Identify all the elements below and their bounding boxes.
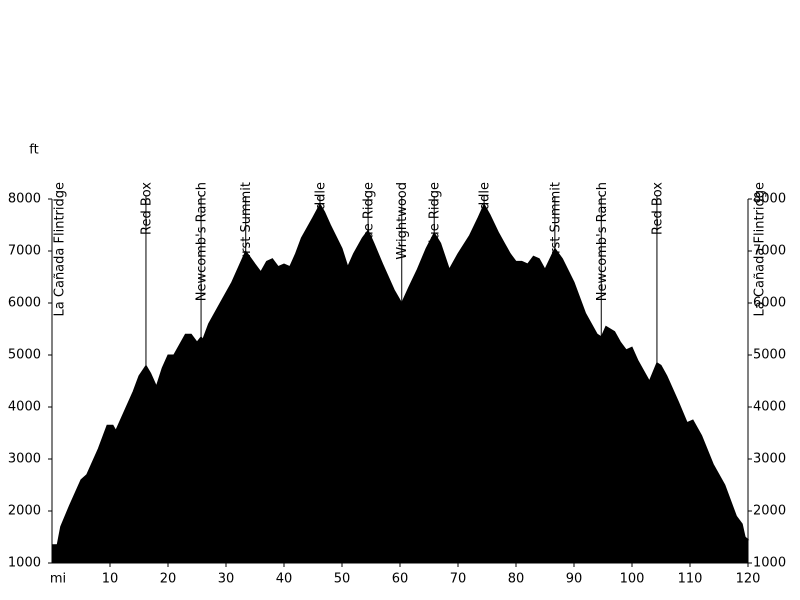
x-tick-label: 120	[736, 572, 761, 587]
landmark-label: Red Box	[139, 182, 154, 235]
landmark-label: La Cañada Flintridge	[753, 182, 768, 316]
x-tick-label: 60	[392, 572, 409, 587]
x-tick-label: 40	[276, 572, 293, 587]
landmark-label: Dawson Saddle	[313, 182, 328, 282]
landmark-label: Cloud Burst Summit	[239, 182, 254, 312]
landmark-label: Blue Ridge	[362, 182, 377, 252]
elevation-area	[51, 203, 750, 546]
landmark-label: Newcomb's Ranch	[195, 182, 210, 301]
y2-tick-label: 6000	[753, 296, 786, 311]
y-tick-label: 8000	[8, 192, 41, 207]
y-tick-label: 5000	[8, 348, 41, 363]
x-tick-label: 30	[218, 572, 235, 587]
y-axis-label: ft	[29, 143, 38, 158]
y-tick-label: 4000	[8, 400, 41, 415]
y2-tick-label: 1000	[753, 556, 786, 571]
y2-tick-label: 2000	[753, 504, 786, 519]
x-tick-label: 20	[160, 572, 177, 587]
y2-tick-label: 3000	[753, 452, 786, 467]
y-tick-label: 2000	[8, 504, 41, 519]
x-tick-label: 110	[678, 572, 703, 587]
landmark-label: Red Box	[650, 182, 665, 235]
landmark-label: Dawson Saddle	[478, 182, 493, 282]
y2-tick-label: 5000	[753, 348, 786, 363]
x-tick-label: 80	[508, 572, 525, 587]
y2-tick-label: 4000	[753, 400, 786, 415]
y2-tick-label: 8000	[753, 192, 786, 207]
x-tick-label: 50	[334, 572, 351, 587]
x-axis-label: mi	[50, 572, 66, 587]
y-tick-label: 1000	[8, 556, 41, 571]
landmark-label: Blue Ridge	[428, 182, 443, 252]
landmark-label: La Cañada Flintridge	[53, 182, 68, 316]
y-tick-label: 6000	[8, 296, 41, 311]
landmark-label: Wrightwood	[395, 182, 410, 260]
y-tick-label: 7000	[8, 244, 41, 259]
y-tick-label: 3000	[8, 452, 41, 467]
x-tick-label: 10	[102, 572, 119, 587]
x-tick-label: 90	[566, 572, 583, 587]
x-tick-label: 70	[450, 572, 467, 587]
landmark-label: Cloud Burst Summit	[548, 182, 563, 312]
y2-tick-label: 7000	[753, 244, 786, 259]
landmark-label: Newcomb's Ranch	[595, 182, 610, 301]
x-tick-label: 100	[620, 572, 645, 587]
area-base	[52, 539, 748, 563]
